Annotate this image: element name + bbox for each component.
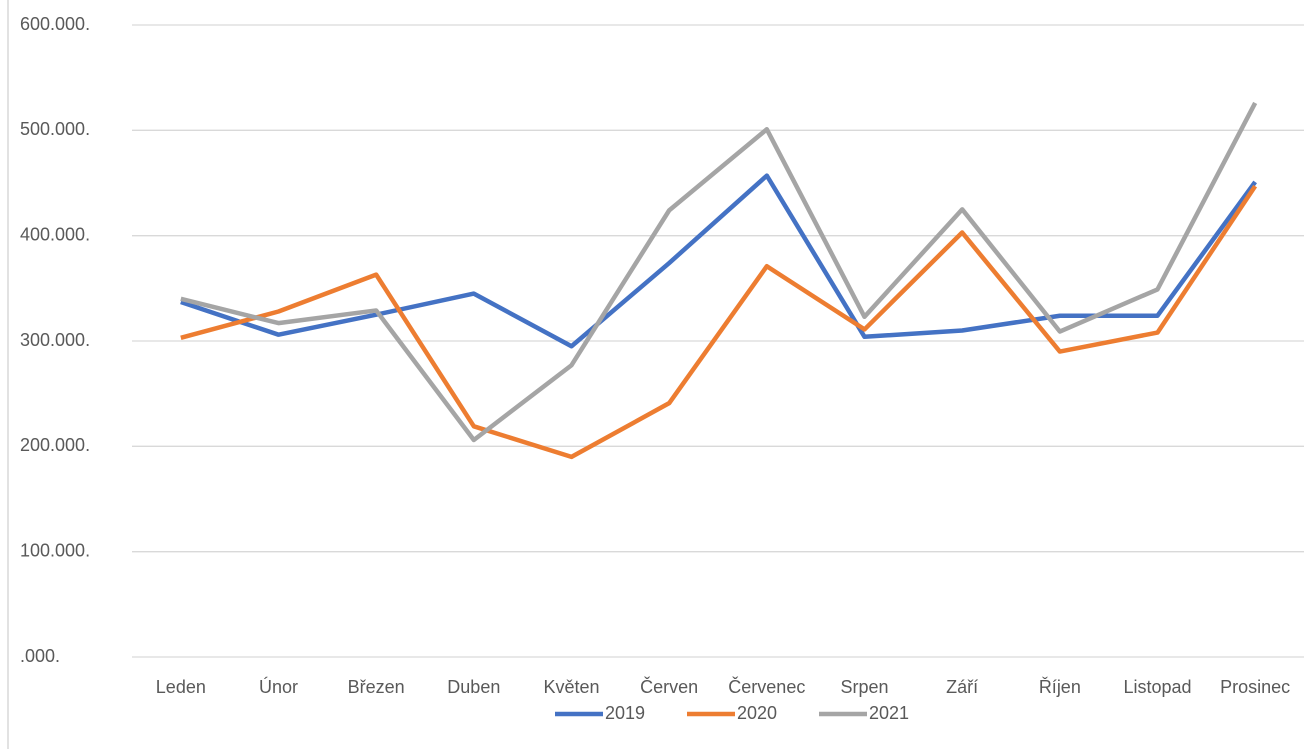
y-tick-label: 200.000.: [20, 435, 90, 455]
x-tick-label: Listopad: [1123, 677, 1191, 697]
x-tick-label: Srpen: [840, 677, 888, 697]
x-tick-label: Prosinec: [1220, 677, 1290, 697]
y-tick-label: .000.: [20, 646, 60, 666]
x-tick-label: Červen: [640, 676, 698, 697]
legend-label: 2021: [869, 703, 909, 723]
series-line: [180, 173, 1257, 349]
x-tick-label: Květen: [543, 677, 599, 697]
x-tick-label: Únor: [259, 676, 298, 697]
legend-label: 2019: [605, 703, 645, 723]
x-tick-label: Říjen: [1039, 677, 1081, 697]
y-tick-label: 600.000.: [20, 14, 90, 34]
y-tick-label: 500.000.: [20, 119, 90, 139]
y-tick-label: 100.000.: [20, 540, 90, 560]
x-tick-label: Leden: [156, 677, 206, 697]
x-tick-label: Červenec: [728, 676, 805, 697]
x-tick-label: Duben: [447, 677, 500, 697]
x-tick-label: Září: [946, 677, 978, 697]
legend-label: 2020: [737, 703, 777, 723]
x-tick-label: Březen: [348, 677, 405, 697]
y-tick-label: 400.000.: [20, 224, 90, 244]
series-line: [180, 184, 1258, 460]
y-tick-label: 300.000.: [20, 330, 90, 350]
series-line: [180, 101, 1258, 443]
